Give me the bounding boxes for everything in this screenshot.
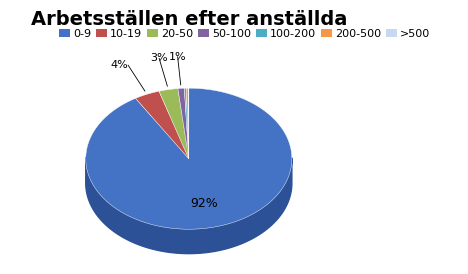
- Polygon shape: [86, 88, 292, 229]
- Polygon shape: [188, 88, 189, 159]
- Ellipse shape: [86, 113, 292, 254]
- Polygon shape: [184, 88, 189, 159]
- Text: 4%: 4%: [110, 60, 128, 70]
- Polygon shape: [136, 91, 189, 159]
- Text: 92%: 92%: [190, 197, 218, 210]
- Legend: 0-9, 10-19, 20-50, 50-100, 100-200, 200-500, >500: 0-9, 10-19, 20-50, 50-100, 100-200, 200-…: [59, 29, 431, 39]
- Polygon shape: [186, 88, 189, 159]
- Polygon shape: [159, 89, 189, 159]
- Text: Arbetsställen efter anställda: Arbetsställen efter anställda: [30, 10, 347, 28]
- Polygon shape: [86, 157, 292, 254]
- Polygon shape: [178, 88, 189, 159]
- Text: 3%: 3%: [150, 53, 168, 64]
- Text: 1%: 1%: [169, 52, 186, 62]
